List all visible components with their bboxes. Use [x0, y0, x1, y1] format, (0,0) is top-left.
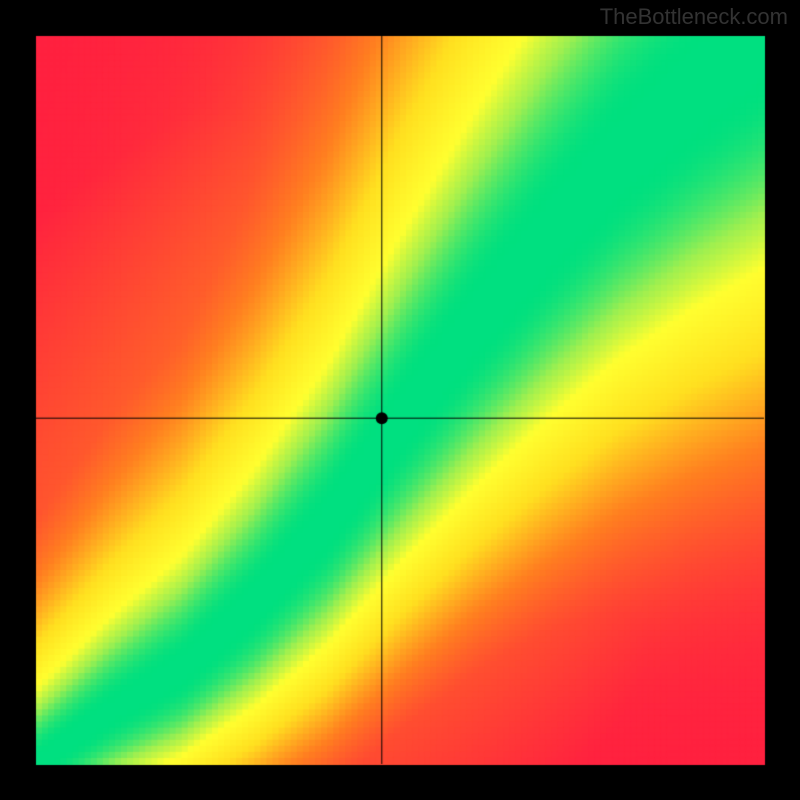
attribution-text: TheBottleneck.com: [600, 4, 788, 30]
bottleneck-heatmap-canvas: [0, 0, 800, 800]
chart-container: TheBottleneck.com: [0, 0, 800, 800]
